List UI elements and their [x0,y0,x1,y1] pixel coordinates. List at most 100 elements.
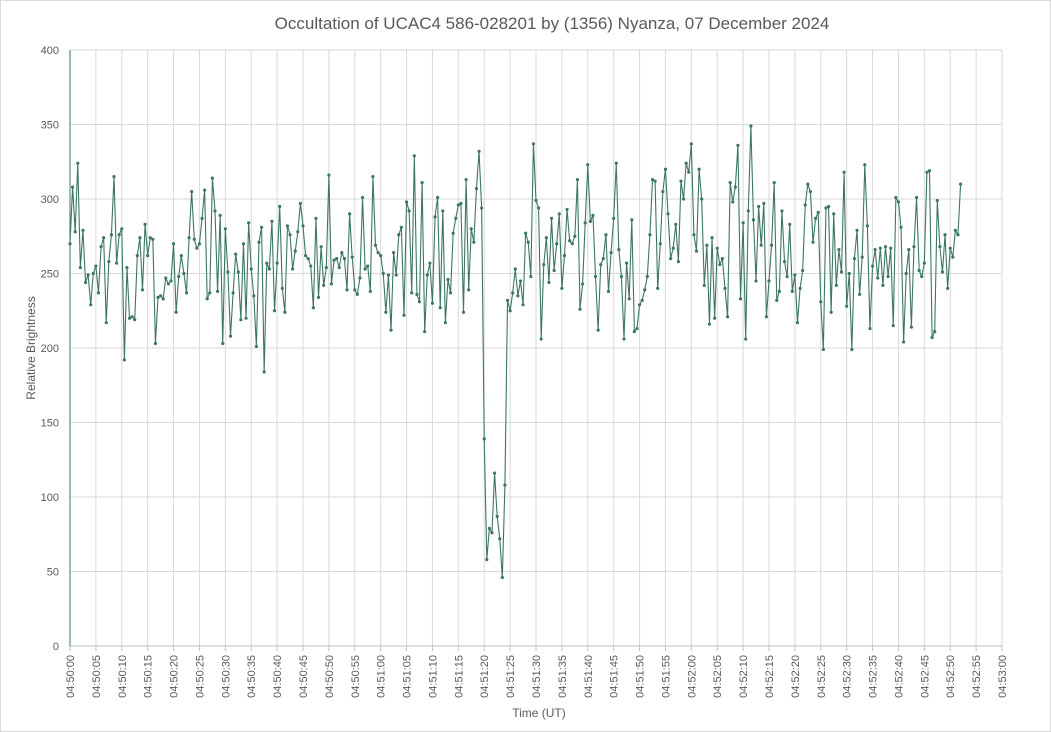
data-point [226,270,230,274]
data-point [197,242,202,246]
data-point [122,358,126,362]
data-point [521,303,525,307]
chart-title: Occultation of UCAC4 586-028201 by (1356… [275,14,830,33]
data-point [78,265,82,270]
data-point [518,279,523,283]
data-point [192,237,196,241]
x-tick-label: 04:50:10 [117,655,129,698]
data-point [935,198,939,203]
data-point [801,268,805,273]
data-point [795,321,800,325]
data-point [244,316,248,320]
data-point [622,337,626,341]
data-point [223,227,227,231]
data-point [91,271,95,276]
data-point [348,212,352,216]
data-point [265,261,269,265]
y-tick-label: 350 [41,120,59,132]
data-point [195,246,199,250]
data-point [327,173,331,177]
x-tick-label: 04:52:30 [842,655,854,698]
data-point [860,255,864,259]
data-point [438,306,442,310]
data-point [161,297,165,301]
data-point [876,276,880,280]
data-point [140,288,145,292]
data-point [573,234,577,238]
x-tick-label: 04:50:55 [350,655,362,698]
data-point [907,248,911,252]
data-point [878,246,882,250]
data-point [881,283,885,288]
x-tick-label: 04:50:45 [298,655,310,698]
x-tick-label: 04:50:40 [272,655,284,698]
data-point [837,248,841,252]
data-point [200,216,204,220]
data-point [700,197,704,201]
data-point [588,219,592,223]
data-point [679,179,683,183]
data-point [332,258,336,262]
data-point [718,262,722,267]
x-tick-label: 04:52:10 [738,655,750,698]
data-point [278,204,282,209]
data-point [490,531,494,535]
data-point [350,255,354,259]
data-point [215,289,220,293]
data-point [130,315,134,319]
data-point [420,181,424,185]
data-point [389,328,393,332]
data-point [174,310,178,314]
data-point [503,483,507,487]
data-point [539,337,543,341]
x-tick-label: 04:53:00 [997,655,1009,698]
data-point [555,242,559,246]
data-point [500,575,504,580]
x-tick-label: 04:51:20 [479,655,491,698]
data-point [135,254,139,258]
data-point [816,210,820,215]
data-point [658,242,662,246]
data-point [102,236,106,240]
data-point [578,307,582,311]
data-point [687,170,691,174]
data-point [210,176,214,180]
data-point [342,257,347,261]
data-point [886,274,890,279]
data-point [402,313,406,317]
data-point [467,288,471,292]
data-point [70,185,75,189]
data-point [498,537,502,541]
data-point [524,231,528,235]
data-point [625,261,629,265]
data-point [606,289,611,293]
data-point [656,286,660,290]
data-point [376,251,380,255]
data-point [896,200,901,204]
data-point [454,216,458,220]
x-tick-label: 04:52:15 [764,655,776,698]
data-point [461,310,466,314]
data-point [363,267,367,271]
data-point [790,289,794,293]
data-point [270,219,274,223]
data-point [917,268,921,273]
data-point [736,143,740,147]
data-point [306,257,310,261]
data-point [355,292,359,296]
data-point [291,267,295,271]
data-point [852,257,857,261]
data-point [412,154,416,158]
data-point [379,254,383,258]
data-point [138,236,142,240]
y-tick-label: 250 [41,269,59,281]
data-point [415,292,419,296]
data-point [676,259,680,264]
data-point [125,265,129,270]
data-point [392,251,396,255]
data-point [562,254,567,258]
data-point [713,316,717,320]
data-point [870,264,875,268]
data-point [782,259,787,264]
data-point [464,178,468,182]
